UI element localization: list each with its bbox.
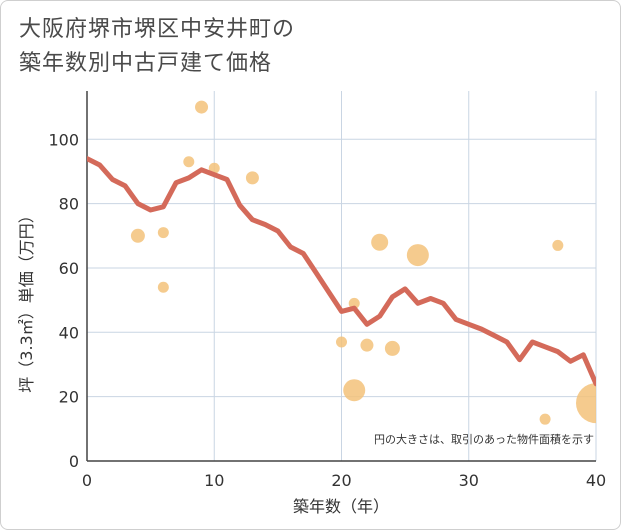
bubble-point bbox=[576, 383, 596, 424]
y-tick-label: 60 bbox=[59, 259, 79, 278]
axes bbox=[86, 91, 596, 462]
x-tick-label: 40 bbox=[586, 471, 606, 490]
bubble-point bbox=[245, 171, 259, 185]
y-tick-label: 80 bbox=[59, 195, 79, 214]
x-tick-labels: 0 10 20 30 40 bbox=[82, 471, 606, 490]
chart-title-line1: 大阪府堺市堺区中安井町の bbox=[19, 17, 296, 42]
grid-lines bbox=[86, 91, 597, 462]
bubble-point bbox=[157, 227, 169, 239]
bubble-size-note: 円の大きさは、取引のあった物件面積を示す bbox=[374, 432, 594, 446]
plot-area bbox=[87, 100, 596, 425]
bubble-point bbox=[384, 340, 400, 356]
y-axis-title: 坪（3.3㎡）単価（万円） bbox=[17, 207, 36, 392]
bubble-series bbox=[130, 100, 596, 425]
y-tick-labels: 0 20 40 60 80 100 bbox=[48, 130, 79, 471]
bubble-point bbox=[552, 239, 564, 251]
x-tick-label: 20 bbox=[331, 471, 351, 490]
chart-title-line2: 築年数別中古戸建て価格 bbox=[19, 51, 273, 76]
y-tick-label: 20 bbox=[59, 388, 79, 407]
bubble-point bbox=[360, 338, 374, 352]
x-tick-label: 10 bbox=[204, 471, 224, 490]
x-tick-label: 30 bbox=[459, 471, 479, 490]
bubble-point bbox=[130, 228, 145, 243]
y-tick-label: 100 bbox=[48, 130, 79, 149]
y-tick-label: 40 bbox=[59, 323, 79, 342]
average-price-line bbox=[87, 156, 596, 387]
bubble-point bbox=[157, 281, 169, 293]
bubble-point bbox=[371, 233, 389, 251]
bubble-point bbox=[343, 379, 366, 402]
bubble-point bbox=[336, 336, 347, 348]
x-axis-title: 築年数（年） bbox=[293, 497, 389, 516]
chart-title: 大阪府堺市堺区中安井町の 築年数別中古戸建て価格 bbox=[19, 13, 579, 81]
bubble-point bbox=[406, 244, 429, 267]
x-tick-label: 0 bbox=[82, 471, 92, 490]
bubble-point bbox=[348, 297, 360, 309]
bubble-point bbox=[183, 156, 195, 168]
bubble-point bbox=[539, 413, 551, 425]
y-tick-label: 0 bbox=[69, 452, 79, 471]
bubble-point bbox=[195, 100, 209, 114]
